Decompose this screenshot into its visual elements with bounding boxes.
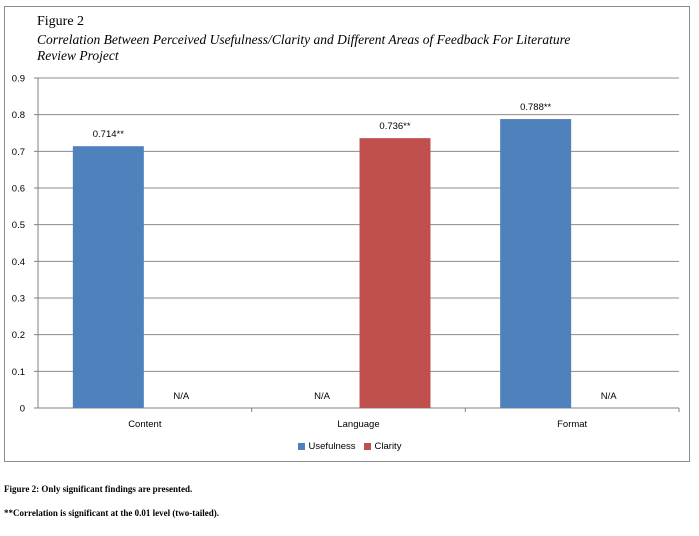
y-tick-label: 0 — [20, 404, 25, 415]
y-tick-label: 0.2 — [12, 330, 25, 341]
legend-swatch-usefulness — [297, 443, 305, 450]
legend-label-usefulness: Usefulness — [308, 441, 356, 452]
footnote-correlation: **Correlation is significant at the 0.01… — [4, 508, 220, 518]
y-tick-label: 0.3 — [12, 294, 25, 305]
data-label-na: N/A — [173, 391, 190, 402]
bar-usefulness — [72, 146, 144, 408]
data-label: 0.788** — [520, 102, 551, 113]
data-label-na: N/A — [314, 391, 331, 402]
footnote-significance: Figure 2: Only significant findings are … — [4, 484, 193, 494]
data-label-na: N/A — [601, 391, 618, 402]
legend-item-clarity: Clarity — [363, 441, 402, 452]
y-tick-label: 0.5 — [12, 220, 25, 231]
data-label: 0.736** — [379, 121, 410, 132]
legend-label-clarity: Clarity — [374, 441, 402, 452]
y-tick-label: 0.1 — [12, 367, 25, 378]
y-tick-label: 0.9 — [12, 74, 25, 85]
figure-subtitle: Correlation Between Perceived Usefulness… — [37, 32, 571, 63]
x-tick-label: Format — [557, 419, 587, 430]
bar-usefulness — [500, 119, 572, 409]
x-tick-label: Language — [337, 419, 379, 430]
chart-legend: Usefulness Clarity — [0, 441, 699, 452]
y-tick-label: 0.6 — [12, 184, 25, 195]
data-label: 0.714** — [93, 129, 124, 140]
legend-item-usefulness: Usefulness — [297, 441, 356, 452]
figure-heading: Figure 2 — [37, 14, 85, 29]
bar-clarity — [359, 138, 431, 408]
y-tick-label: 0.8 — [12, 110, 25, 121]
y-tick-label: 0.7 — [12, 147, 25, 158]
legend-swatch-clarity — [363, 443, 371, 450]
y-tick-label: 0.4 — [12, 257, 25, 268]
x-tick-label: Content — [128, 419, 162, 430]
